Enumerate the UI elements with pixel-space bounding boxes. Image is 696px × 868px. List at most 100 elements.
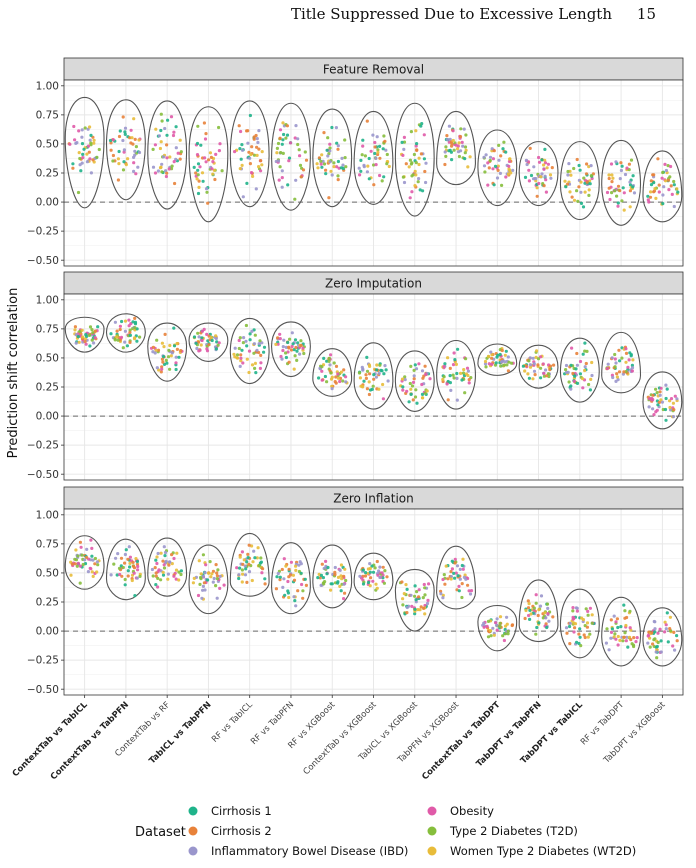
data-point bbox=[179, 349, 183, 353]
data-point bbox=[527, 613, 531, 618]
data-point bbox=[239, 129, 243, 134]
data-point bbox=[162, 355, 166, 359]
data-point bbox=[486, 619, 491, 624]
data-point bbox=[630, 363, 635, 367]
data-point bbox=[623, 631, 627, 635]
legend-swatch bbox=[188, 846, 198, 856]
data-point bbox=[625, 635, 629, 639]
data-point bbox=[325, 572, 329, 576]
data-point bbox=[298, 163, 303, 167]
data-point bbox=[276, 141, 281, 146]
data-point bbox=[496, 353, 500, 357]
data-point bbox=[505, 622, 509, 626]
data-point bbox=[656, 157, 660, 161]
y-tick-label: 0.50 bbox=[36, 139, 59, 151]
data-point bbox=[238, 364, 242, 368]
data-point bbox=[385, 575, 389, 579]
data-point bbox=[293, 599, 297, 603]
data-point bbox=[80, 142, 85, 146]
data-point bbox=[587, 188, 591, 192]
data-point bbox=[527, 179, 532, 183]
data-point bbox=[319, 573, 323, 578]
data-point bbox=[196, 162, 201, 166]
data-point bbox=[653, 637, 657, 641]
y-tick-label: 0.75 bbox=[36, 323, 59, 335]
data-point bbox=[613, 365, 617, 369]
data-point bbox=[132, 566, 137, 570]
data-point bbox=[502, 140, 506, 144]
data-point bbox=[326, 154, 330, 158]
data-point bbox=[279, 354, 283, 359]
data-point bbox=[274, 342, 278, 346]
data-point bbox=[426, 598, 430, 603]
data-point bbox=[162, 545, 166, 549]
data-point bbox=[549, 176, 553, 180]
data-point bbox=[260, 571, 264, 575]
data-point bbox=[328, 363, 332, 367]
data-point bbox=[124, 548, 128, 552]
data-point bbox=[329, 371, 333, 375]
data-point bbox=[329, 377, 334, 381]
data-point bbox=[536, 357, 541, 361]
data-point bbox=[151, 165, 156, 169]
violin bbox=[105, 538, 146, 601]
data-point bbox=[661, 407, 665, 412]
data-point bbox=[361, 582, 366, 586]
data-point bbox=[571, 609, 575, 613]
data-point bbox=[546, 372, 551, 376]
data-point bbox=[154, 558, 158, 562]
data-point bbox=[420, 382, 424, 387]
data-point bbox=[322, 131, 326, 135]
data-point bbox=[238, 555, 242, 559]
data-point bbox=[239, 157, 243, 161]
data-point bbox=[422, 157, 426, 161]
data-point bbox=[111, 153, 115, 158]
data-point bbox=[378, 575, 382, 580]
data-point bbox=[505, 615, 509, 619]
data-point bbox=[578, 359, 583, 364]
data-point bbox=[408, 196, 412, 200]
data-point bbox=[87, 333, 91, 337]
data-point bbox=[213, 177, 217, 182]
data-point bbox=[375, 363, 379, 367]
data-point bbox=[567, 380, 571, 384]
data-point bbox=[454, 571, 458, 575]
data-point bbox=[454, 143, 458, 147]
data-point bbox=[123, 577, 127, 582]
data-point bbox=[605, 190, 610, 195]
data-point bbox=[526, 599, 530, 603]
data-point bbox=[545, 166, 549, 170]
data-point bbox=[483, 170, 487, 174]
data-point bbox=[546, 162, 551, 166]
data-point bbox=[450, 158, 454, 162]
data-point bbox=[578, 372, 583, 376]
data-point bbox=[527, 376, 532, 380]
data-point bbox=[542, 163, 546, 167]
data-point bbox=[460, 563, 464, 568]
data-point bbox=[450, 144, 454, 148]
data-point bbox=[218, 142, 222, 146]
data-point bbox=[135, 559, 139, 564]
data-point bbox=[366, 164, 370, 168]
data-point bbox=[543, 611, 547, 615]
data-point bbox=[614, 620, 618, 624]
data-point bbox=[448, 374, 452, 378]
data-point bbox=[658, 627, 662, 631]
data-point bbox=[201, 584, 205, 589]
data-point bbox=[159, 165, 163, 169]
data-point bbox=[506, 172, 511, 176]
y-tick-label: 0.50 bbox=[36, 353, 59, 365]
data-point bbox=[342, 574, 346, 578]
data-point bbox=[191, 581, 195, 585]
data-point bbox=[377, 387, 381, 391]
data-point bbox=[545, 625, 549, 630]
data-point bbox=[259, 159, 263, 163]
data-point bbox=[364, 376, 368, 380]
data-point bbox=[209, 335, 214, 340]
data-point bbox=[453, 561, 457, 565]
data-point bbox=[196, 168, 200, 172]
violin bbox=[188, 106, 229, 223]
data-point bbox=[620, 356, 624, 360]
data-point bbox=[631, 174, 635, 178]
data-point bbox=[441, 377, 445, 382]
